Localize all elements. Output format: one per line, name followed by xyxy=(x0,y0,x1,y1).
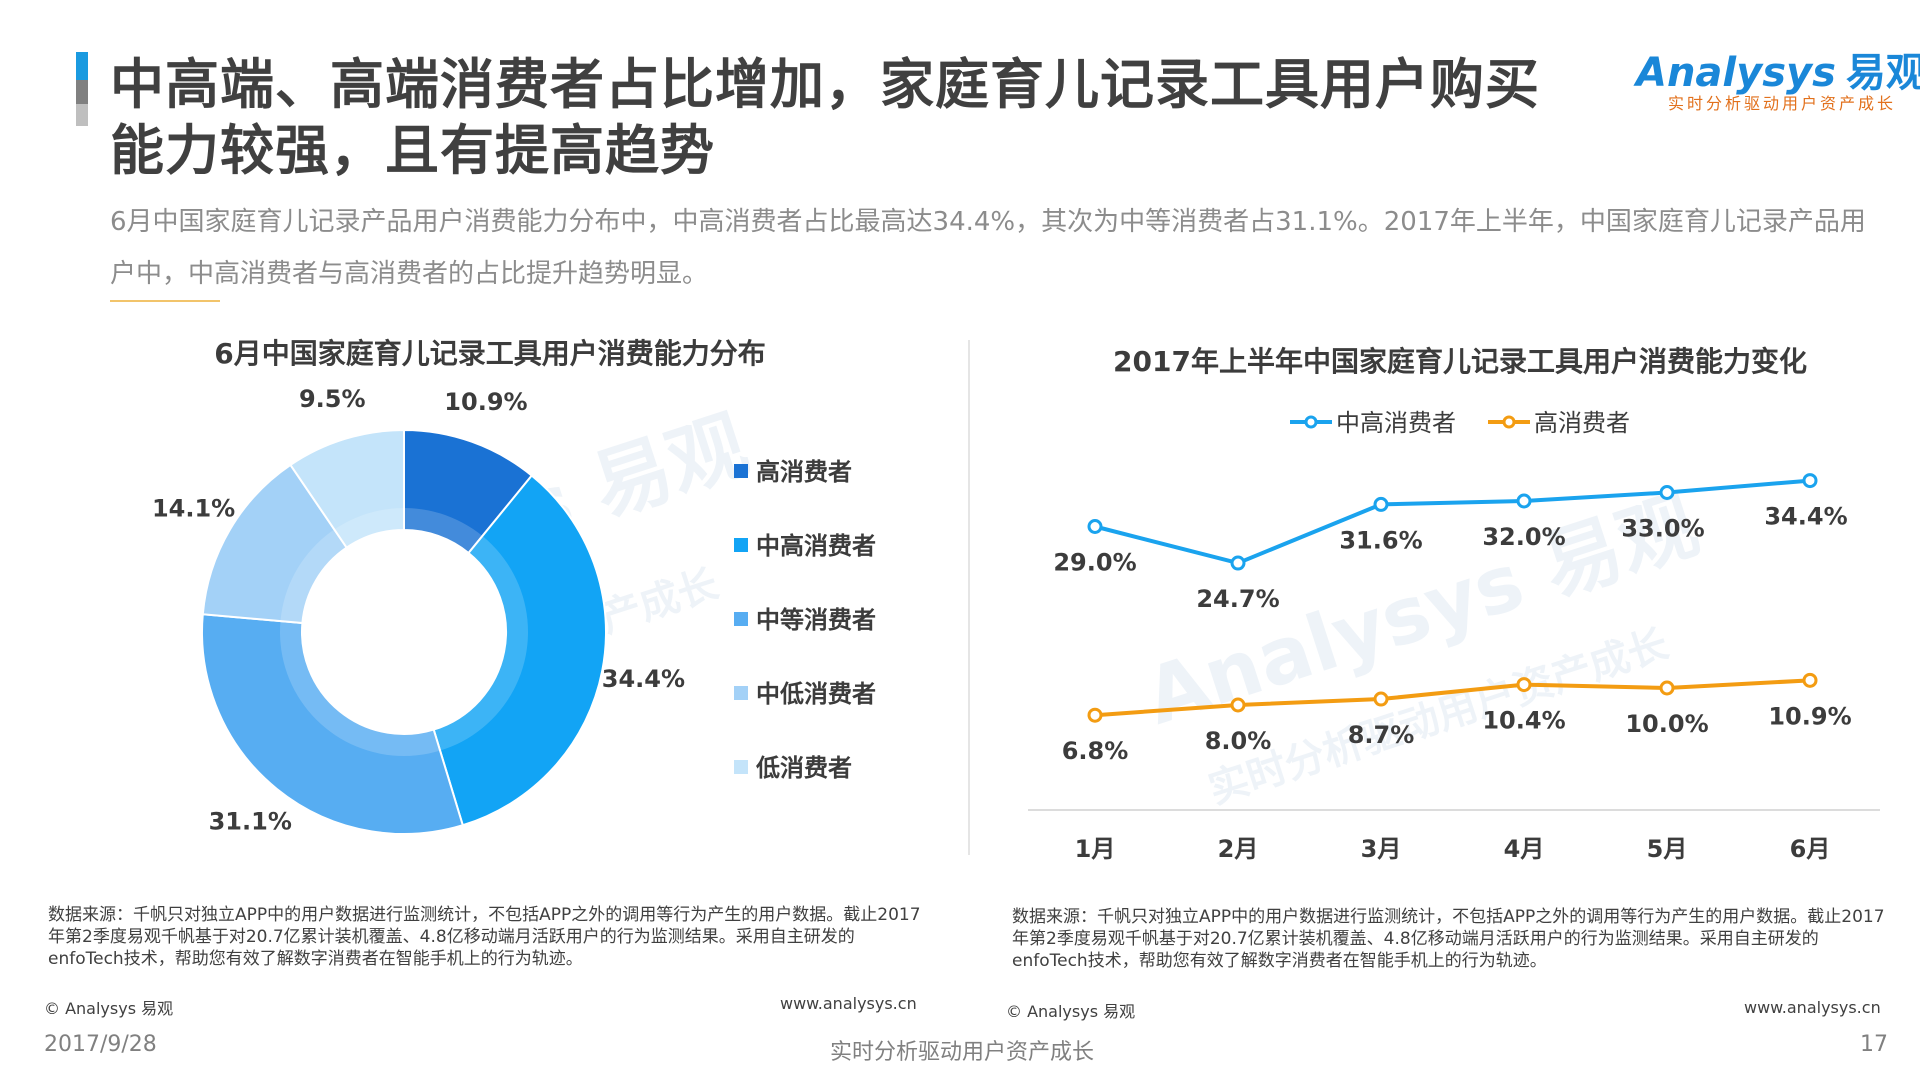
accent-bar-gray xyxy=(76,80,88,104)
legend-swatch-low xyxy=(734,760,748,774)
donut-label-upper-middle: 34.4% xyxy=(602,665,685,693)
x-axis-tick-labels: 1月 2月 3月 4月 5月 6月 xyxy=(1075,835,1831,863)
data-label-upper-middle-6: 34.4% xyxy=(1764,503,1847,531)
footer-date: 2017/9/28 xyxy=(44,1032,157,1057)
donut-label-high: 10.9% xyxy=(444,388,527,416)
donut-labels: 10.9% 34.4% 31.1% 14.1% 9.5% xyxy=(152,385,685,836)
series-point-high-4 xyxy=(1516,677,1532,693)
panel-divider xyxy=(968,340,970,855)
series-point-high-1 xyxy=(1087,707,1103,723)
series-line-high xyxy=(1094,678,1811,718)
line-legend: 中高消费者 高消费者 xyxy=(1290,409,1630,437)
copyright-left: © Analysys 易观 xyxy=(44,999,174,1018)
x-tick-label-1: 1月 xyxy=(1075,835,1116,863)
series-point-upper-middle-6 xyxy=(1802,473,1818,489)
legend-marker-high xyxy=(1502,415,1516,429)
accent-bar-blue xyxy=(76,52,88,80)
donut-label-low: 9.5% xyxy=(299,385,366,413)
series-point-upper-middle-2 xyxy=(1230,555,1246,571)
legend-label-low: 低消费者 xyxy=(756,754,852,782)
series-point-upper-middle-4 xyxy=(1516,493,1532,509)
source-note-left: 数据来源：千帆只对独立APP中的用户数据进行监测统计，不包括APP之外的调用等行… xyxy=(48,905,921,969)
x-tick-label-3: 3月 xyxy=(1361,835,1402,863)
line-chart-title: 2017年上半年中国家庭育儿记录工具用户消费能力变化 xyxy=(1113,345,1807,378)
copyright-right: © Analysys 易观 xyxy=(1006,1002,1136,1021)
data-label-high-2: 8.0% xyxy=(1205,727,1272,755)
donut-hole xyxy=(302,530,506,734)
source-note-right: 数据来源：千帆只对独立APP中的用户数据进行监测统计，不包括APP之外的调用等行… xyxy=(1012,907,1885,971)
data-label-high-6: 10.9% xyxy=(1768,702,1851,730)
logo-tagline: 实时分析驱动用户资产成长 xyxy=(1668,94,1897,113)
x-tick-label-6: 6月 xyxy=(1790,835,1831,863)
legend-label-middle: 中等消费者 xyxy=(756,606,876,634)
series-line-upper-middle xyxy=(1094,478,1811,566)
legend-swatch-upper-middle xyxy=(734,538,748,552)
donut-label-middle: 31.1% xyxy=(209,807,292,835)
data-label-high-5: 10.0% xyxy=(1625,710,1708,738)
page-number: 17 xyxy=(1860,1032,1888,1057)
data-label-upper-middle-3: 31.6% xyxy=(1339,526,1422,554)
accent-bar-light xyxy=(76,104,88,126)
summary-text: 6月中国家庭育儿记录产品用户消费能力分布中，中高消费者占比最高达34.4%，其次… xyxy=(110,207,1866,289)
brand-logo: Analysys 易观 xyxy=(1636,40,1920,98)
legend-swatch-middle xyxy=(734,612,748,626)
pie-legend-item-middle: 中等消费者 xyxy=(734,600,876,635)
data-label-upper-middle-1: 29.0% xyxy=(1053,549,1136,577)
x-tick-label-5: 5月 xyxy=(1647,835,1688,863)
donut-label-lower-middle: 14.1% xyxy=(152,494,235,522)
pie-legend-item-low: 低消费者 xyxy=(734,748,852,783)
data-label-upper-middle-2: 24.7% xyxy=(1196,585,1279,613)
donut-slices xyxy=(201,428,607,835)
legend-swatch-lower-middle xyxy=(734,686,748,700)
data-label-upper-middle-4: 32.0% xyxy=(1482,523,1565,551)
summary-underline xyxy=(110,300,220,302)
series-point-upper-middle-3 xyxy=(1373,496,1389,512)
pie-chart-title: 6月中国家庭育儿记录工具用户消费能力分布 xyxy=(214,337,766,370)
data-label-upper-middle-5: 33.0% xyxy=(1621,515,1704,543)
pie-legend-item-upper-middle: 中高消费者 xyxy=(734,526,876,561)
line-series xyxy=(1087,473,1818,723)
x-tick-label-2: 2月 xyxy=(1218,835,1259,863)
legend-marker-upper-middle xyxy=(1304,415,1318,429)
legend-label-high: 高消费者 xyxy=(1534,409,1630,437)
line-data-labels: 29.0% 24.7% 31.6% 32.0% 33.0% 34.4% 6.8% 8.0% 8.… xyxy=(1053,503,1851,766)
x-tick-label-4: 4月 xyxy=(1504,835,1545,863)
logo-cn: 易观 xyxy=(1845,50,1920,96)
series-point-high-2 xyxy=(1230,697,1246,713)
series-point-upper-middle-5 xyxy=(1659,485,1675,500)
legend-label-high: 高消费者 xyxy=(756,458,852,486)
website-link-right[interactable]: www.analysys.cn xyxy=(1744,998,1881,1017)
donut-chart: 10.9% 34.4% 31.1% 14.1% 9.5% xyxy=(152,385,685,836)
website-link-left[interactable]: www.analysys.cn xyxy=(780,994,917,1013)
page-title: 中高端、高端消费者占比增加，家庭育儿记录工具用户购买能力较强，且有提高趋势 xyxy=(110,53,1540,182)
pie-legend-item-high: 高消费者 xyxy=(734,452,852,487)
legend-label-lower-middle: 中低消费者 xyxy=(756,680,876,708)
data-label-high-4: 10.4% xyxy=(1482,707,1565,735)
series-point-high-5 xyxy=(1659,680,1675,696)
series-point-high-3 xyxy=(1373,691,1389,707)
footer-tagline: 实时分析驱动用户资产成长 xyxy=(830,1040,1095,1065)
logo-brand: Analysys xyxy=(1636,50,1836,96)
legend-label-upper-middle: 中高消费者 xyxy=(756,532,876,560)
line-chart: 中高消费者 高消费者 29.0% 24.7% 31.6% 32.0% 33.0% 34.4%… xyxy=(1028,409,1880,863)
legend-swatch-high xyxy=(734,464,748,478)
series-point-high-6 xyxy=(1802,672,1818,688)
series-point-upper-middle-1 xyxy=(1087,519,1103,534)
pie-legend-item-lower-middle: 中低消费者 xyxy=(734,674,876,709)
data-label-high-3: 8.7% xyxy=(1348,721,1415,749)
data-label-high-1: 6.8% xyxy=(1062,737,1129,765)
legend-label-upper-middle: 中高消费者 xyxy=(1336,409,1456,437)
